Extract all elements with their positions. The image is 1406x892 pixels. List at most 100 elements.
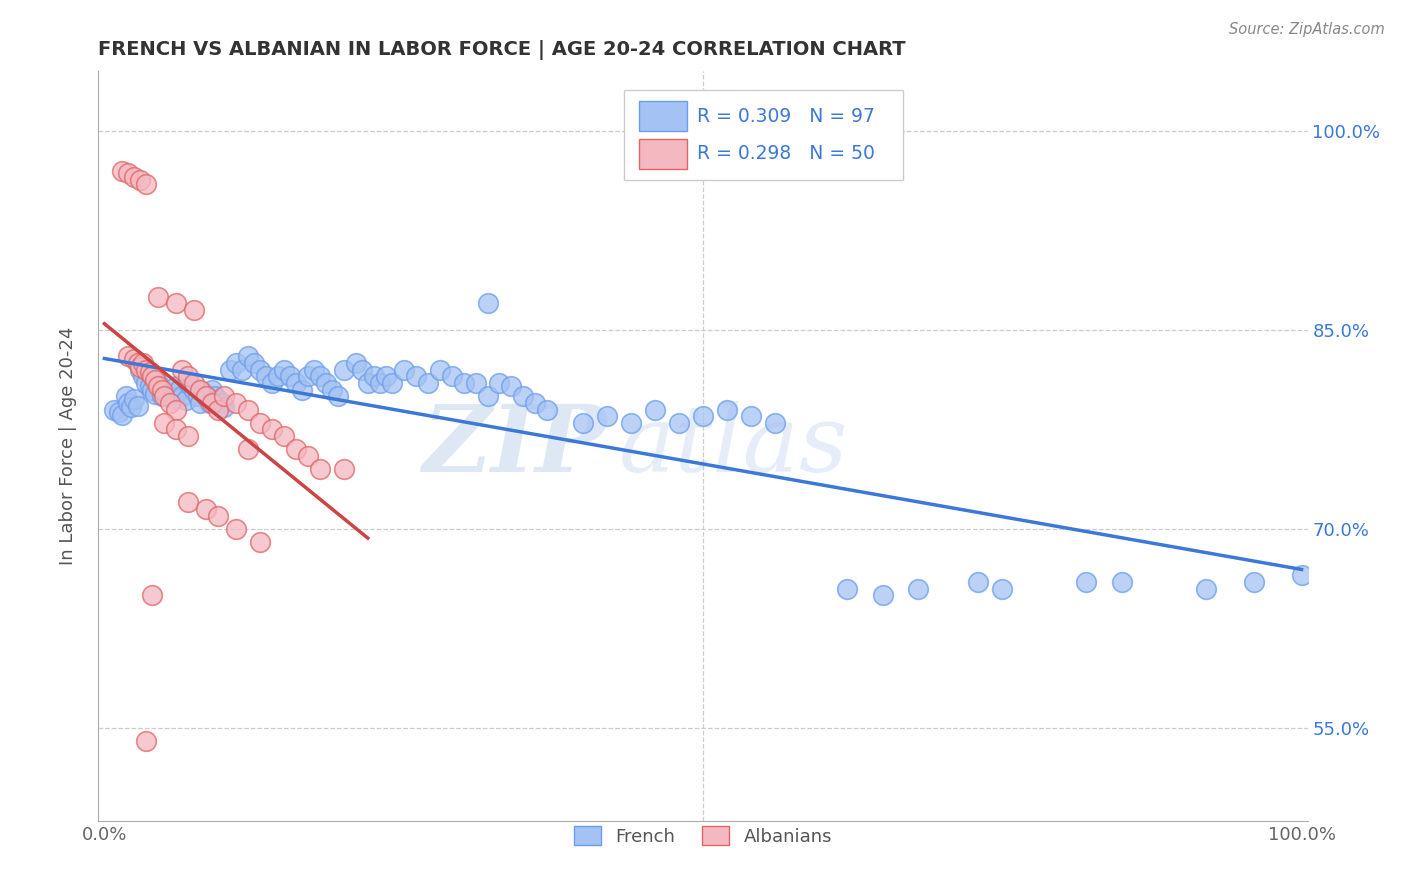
Point — [907, 582, 929, 596]
Point — [212, 389, 235, 403]
Point — [177, 429, 200, 443]
Text: atlas: atlas — [619, 401, 848, 491]
Point — [188, 396, 211, 410]
Point — [153, 389, 176, 403]
Point — [163, 392, 186, 406]
Text: Source: ZipAtlas.com: Source: ZipAtlas.com — [1229, 22, 1385, 37]
Point — [207, 508, 229, 523]
Y-axis label: In Labor Force | Age 20-24: In Labor Force | Age 20-24 — [59, 326, 77, 566]
Point — [260, 376, 283, 390]
Point — [117, 396, 139, 410]
Point — [117, 166, 139, 180]
Point — [967, 574, 990, 589]
Point — [204, 389, 226, 403]
Point — [302, 363, 325, 377]
Point — [236, 442, 259, 457]
Point — [129, 173, 152, 187]
Point — [183, 376, 205, 390]
Point — [207, 402, 229, 417]
Point — [464, 376, 486, 390]
Point — [148, 376, 170, 390]
Point — [115, 389, 138, 403]
Text: ZIP: ZIP — [422, 401, 606, 491]
Point — [488, 376, 510, 390]
Point — [284, 376, 307, 390]
Point — [872, 588, 894, 602]
Point — [333, 363, 356, 377]
Point — [267, 369, 290, 384]
Point — [572, 416, 595, 430]
Point — [763, 416, 786, 430]
Point — [429, 363, 451, 377]
Point — [297, 369, 319, 384]
Point — [249, 535, 271, 549]
Point — [991, 582, 1014, 596]
Point — [165, 296, 187, 310]
Point — [127, 356, 149, 370]
Point — [195, 389, 218, 403]
Point — [135, 177, 157, 191]
Point — [156, 386, 179, 401]
Point — [363, 369, 385, 384]
Point — [740, 409, 762, 424]
Point — [165, 378, 187, 392]
Point — [501, 378, 523, 392]
Point — [477, 296, 499, 310]
Point — [231, 363, 253, 377]
Point — [284, 442, 307, 457]
Point — [381, 376, 404, 390]
Point — [120, 400, 142, 414]
Point — [392, 363, 415, 377]
Point — [132, 369, 155, 384]
Point — [111, 408, 134, 422]
Point — [124, 170, 146, 185]
Point — [692, 409, 714, 424]
Point — [111, 164, 134, 178]
Point — [207, 393, 229, 408]
Point — [183, 383, 205, 397]
Point — [309, 369, 332, 384]
Point — [225, 522, 247, 536]
Point — [127, 399, 149, 413]
Point — [260, 422, 283, 436]
Point — [177, 376, 200, 390]
Point — [249, 363, 271, 377]
Point — [141, 588, 163, 602]
Point — [148, 378, 170, 392]
Point — [143, 373, 166, 387]
Point — [1111, 574, 1133, 589]
Point — [477, 389, 499, 403]
Point — [174, 393, 197, 408]
Text: R = 0.309   N = 97: R = 0.309 N = 97 — [697, 107, 875, 126]
Point — [103, 402, 125, 417]
Point — [291, 383, 314, 397]
Point — [512, 389, 534, 403]
Point — [524, 396, 547, 410]
Point — [1243, 574, 1265, 589]
Point — [135, 734, 157, 748]
Bar — [638, 139, 688, 169]
Point — [716, 402, 738, 417]
Point — [135, 376, 157, 390]
Point — [183, 303, 205, 318]
Point — [357, 376, 380, 390]
Point — [117, 350, 139, 364]
Point — [321, 383, 343, 397]
Point — [273, 429, 295, 443]
Point — [159, 389, 181, 403]
Point — [129, 363, 152, 377]
Point — [153, 383, 176, 397]
Point — [107, 405, 129, 419]
Point — [440, 369, 463, 384]
Point — [236, 350, 259, 364]
Point — [309, 462, 332, 476]
Point — [135, 363, 157, 377]
Point — [167, 383, 190, 397]
Point — [150, 389, 173, 403]
Point — [177, 369, 200, 384]
Point — [187, 389, 209, 403]
Point — [1291, 568, 1313, 582]
Point — [198, 396, 221, 410]
Point — [1195, 582, 1218, 596]
Point — [368, 376, 391, 390]
